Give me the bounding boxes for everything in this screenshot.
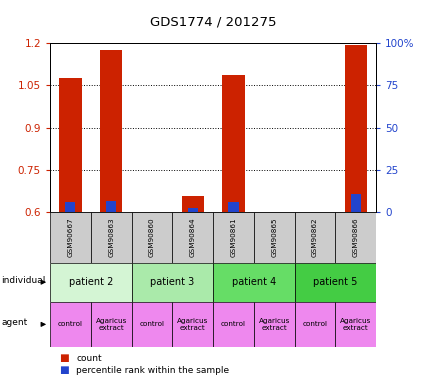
Text: GSM90863: GSM90863 — [108, 217, 114, 257]
Bar — [50, 302, 91, 347]
Bar — [294, 262, 375, 302]
Text: individual: individual — [1, 276, 45, 285]
Text: Agaricus
extract: Agaricus extract — [177, 318, 208, 331]
Text: Agaricus
extract: Agaricus extract — [258, 318, 289, 331]
Bar — [344, 45, 366, 212]
Bar — [253, 302, 294, 347]
Text: control: control — [220, 321, 246, 327]
Text: Agaricus
extract: Agaricus extract — [339, 318, 371, 331]
Bar — [91, 212, 131, 262]
Bar — [65, 202, 75, 212]
Bar — [181, 196, 204, 212]
Bar — [335, 302, 375, 347]
Bar — [59, 78, 82, 212]
Text: GSM90861: GSM90861 — [230, 217, 236, 257]
Text: GSM90860: GSM90860 — [148, 217, 155, 257]
Bar — [294, 212, 335, 262]
Text: agent: agent — [1, 318, 27, 327]
Bar — [131, 262, 213, 302]
Bar — [131, 302, 172, 347]
Bar — [228, 202, 238, 212]
Text: GSM90667: GSM90667 — [67, 217, 73, 257]
Bar — [131, 212, 172, 262]
Text: GSM90866: GSM90866 — [352, 217, 358, 257]
Text: Agaricus
extract: Agaricus extract — [95, 318, 127, 331]
Bar — [106, 201, 116, 212]
Bar — [50, 262, 131, 302]
Text: GDS1774 / 201275: GDS1774 / 201275 — [150, 15, 276, 28]
Bar — [294, 302, 335, 347]
Bar — [91, 302, 131, 347]
Text: control: control — [139, 321, 164, 327]
Text: GSM90862: GSM90862 — [311, 217, 317, 257]
Text: GSM90864: GSM90864 — [189, 217, 195, 257]
Text: control: control — [302, 321, 327, 327]
Bar — [50, 212, 91, 262]
Bar — [187, 208, 197, 212]
Bar — [100, 50, 122, 212]
Bar — [213, 262, 294, 302]
Bar — [172, 212, 213, 262]
Bar — [335, 212, 375, 262]
Text: patient 2: patient 2 — [69, 277, 113, 287]
Bar — [172, 302, 213, 347]
Bar — [253, 212, 294, 262]
Bar — [213, 302, 253, 347]
Text: ■: ■ — [59, 353, 68, 363]
Text: patient 5: patient 5 — [312, 277, 357, 287]
Text: GSM90865: GSM90865 — [271, 217, 277, 257]
Bar — [213, 212, 253, 262]
Text: count: count — [76, 354, 102, 363]
Text: patient 3: patient 3 — [150, 277, 194, 287]
Text: percentile rank within the sample: percentile rank within the sample — [76, 366, 229, 375]
Bar — [222, 75, 244, 212]
Bar — [350, 194, 360, 212]
Text: patient 4: patient 4 — [231, 277, 276, 287]
Text: ■: ■ — [59, 366, 68, 375]
Text: control: control — [58, 321, 83, 327]
